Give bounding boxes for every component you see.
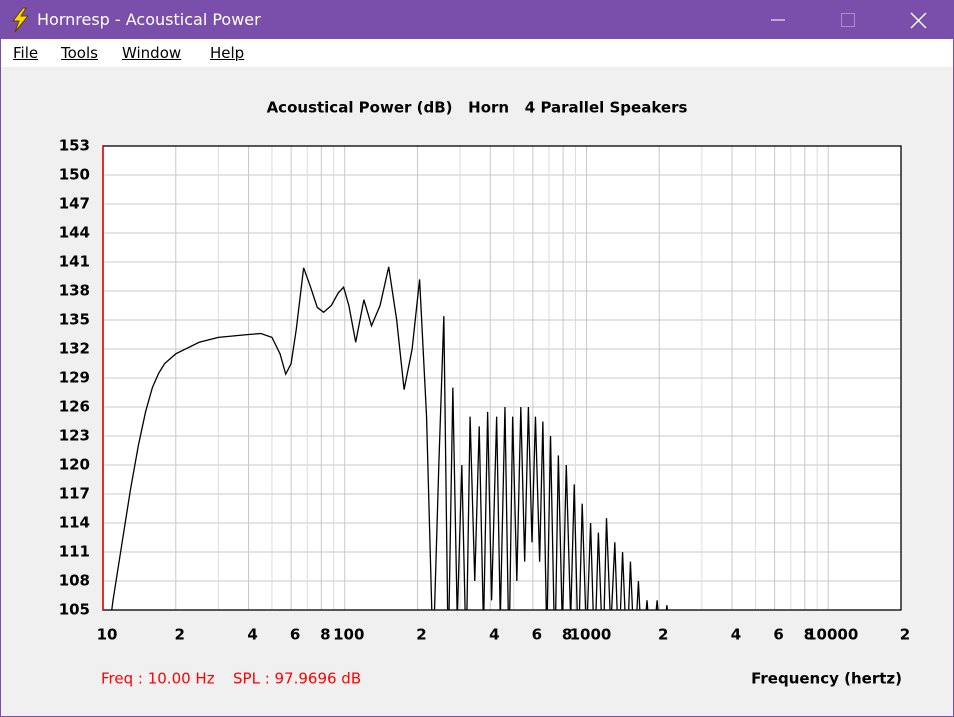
y-tick-label: 138 xyxy=(59,282,90,300)
y-tick-label: 108 xyxy=(59,572,90,590)
data-line xyxy=(111,266,669,610)
x-tick-label: 2 xyxy=(658,626,668,644)
x-tick-label: 4 xyxy=(731,626,741,644)
menu-item[interactable]: Help xyxy=(210,44,245,62)
app-icon xyxy=(11,7,30,33)
x-tick-label: 2 xyxy=(900,626,910,644)
y-tick-label: 150 xyxy=(59,166,90,184)
x-tick-label: 100 xyxy=(333,626,364,644)
y-tick-label: 126 xyxy=(59,398,90,416)
x-tick-label: 8 xyxy=(804,626,814,644)
x-tick-label: 2 xyxy=(175,626,185,644)
window-title: Hornresp - Acoustical Power xyxy=(37,10,261,29)
maximize-button[interactable] xyxy=(825,1,871,39)
y-tick-label: 123 xyxy=(59,427,90,445)
x-tick-label: 8 xyxy=(562,626,572,644)
menu-bar: File Tools Window Help xyxy=(1,39,953,67)
chart-title: Acoustical Power (dB) Horn 4 Parallel Sp… xyxy=(267,99,688,117)
status-spl: SPL : 97.9696 dB xyxy=(233,670,361,688)
y-tick-label: 105 xyxy=(59,601,90,619)
menu-item[interactable]: Window xyxy=(122,44,182,62)
y-tick-label: 111 xyxy=(59,543,90,561)
y-tick-label: 153 xyxy=(59,137,90,155)
close-button[interactable] xyxy=(895,1,941,39)
y-tick-label: 114 xyxy=(59,514,90,532)
y-tick-label: 147 xyxy=(59,195,90,213)
y-tick-label: 144 xyxy=(59,224,90,242)
x-tick-label: 4 xyxy=(489,626,499,644)
x-axis-label: Frequency (hertz) xyxy=(751,670,902,688)
y-tick-label: 117 xyxy=(59,485,90,503)
y-tick-label: 132 xyxy=(59,340,90,358)
x-tick-label: 8 xyxy=(320,626,330,644)
y-tick-label: 120 xyxy=(59,456,90,474)
minimize-button[interactable] xyxy=(755,1,801,39)
y-tick-label: 135 xyxy=(59,311,90,329)
x-tick-label: 1000 xyxy=(570,626,612,644)
x-tick-label: 10 xyxy=(97,626,118,644)
status-freq: Freq : 10.00 Hz xyxy=(101,670,215,688)
x-tick-label: 6 xyxy=(773,626,783,644)
x-tick-label: 6 xyxy=(290,626,300,644)
x-tick-label: 2 xyxy=(416,626,426,644)
y-tick-label: 129 xyxy=(59,369,90,387)
y-tick-label: 141 xyxy=(59,253,90,271)
menu-item[interactable]: Tools xyxy=(61,44,98,62)
menu-item[interactable]: File xyxy=(13,44,39,62)
title-bar: Hornresp - Acoustical Power xyxy=(1,1,953,39)
x-tick-label: 6 xyxy=(532,626,542,644)
x-tick-label: 10000 xyxy=(806,626,858,644)
x-tick-label: 4 xyxy=(247,626,257,644)
